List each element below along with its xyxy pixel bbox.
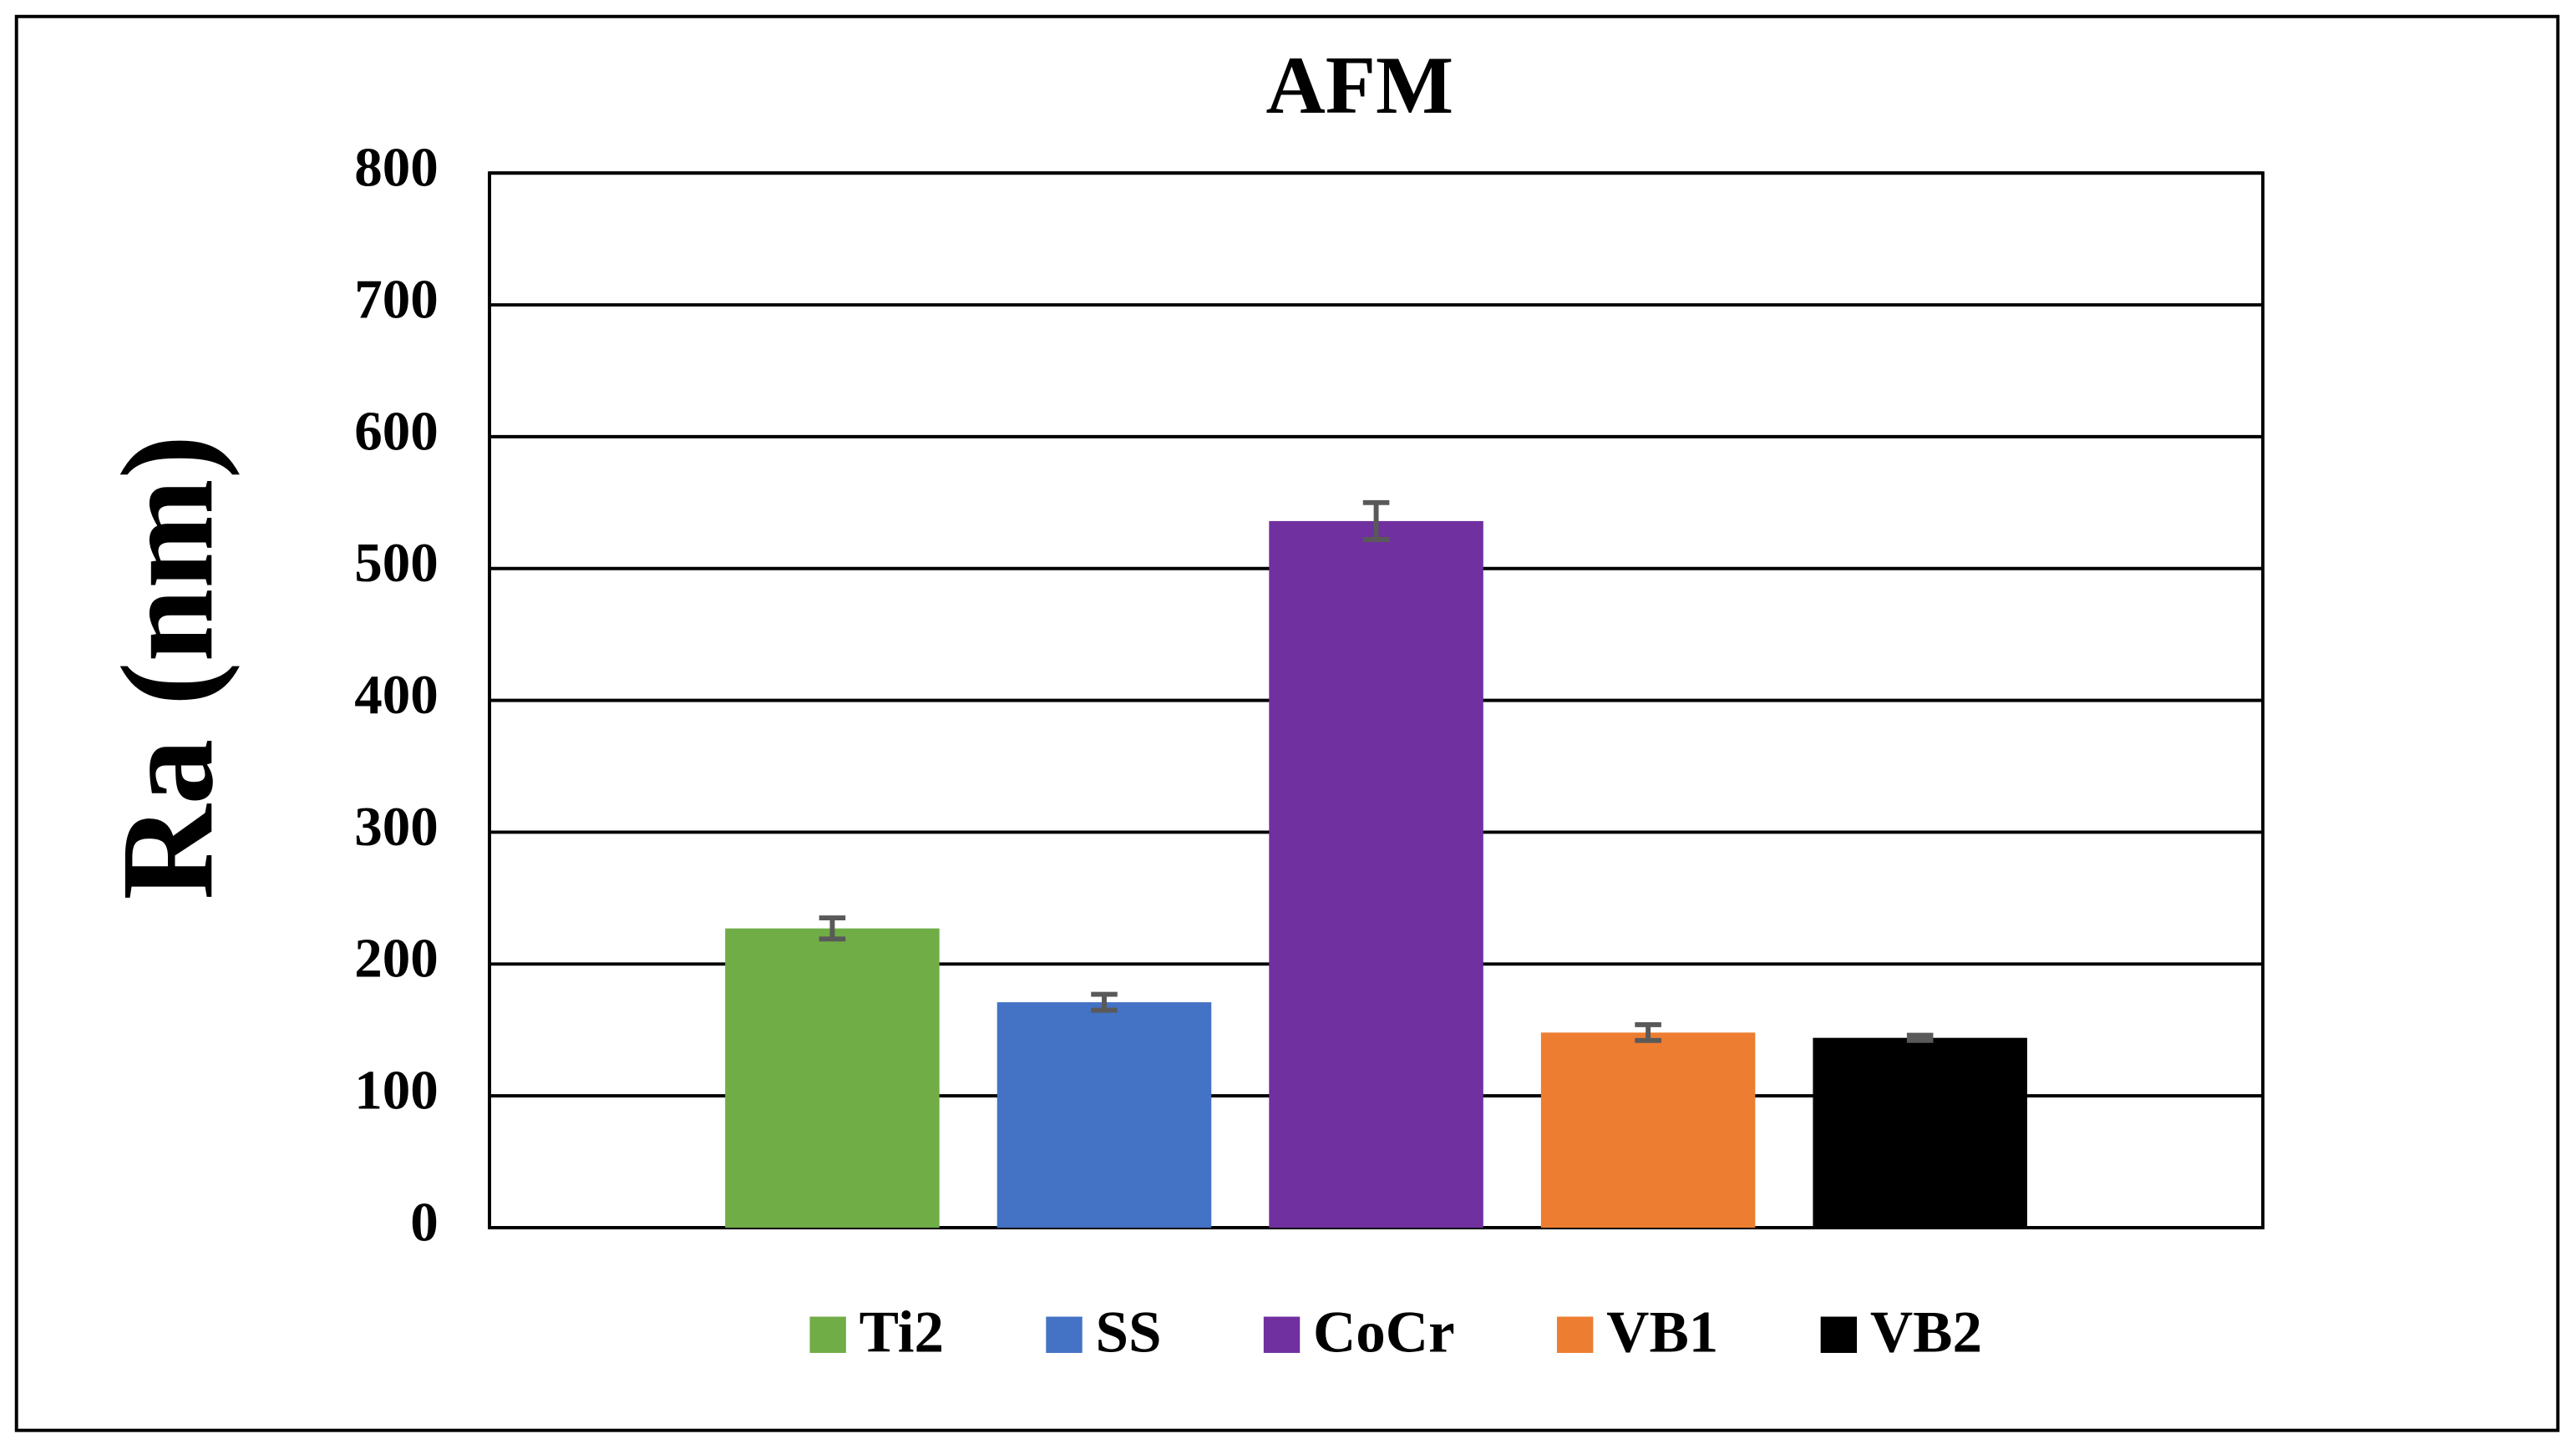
bar [725,928,940,1228]
legend-label: VB1 [1606,1300,1718,1365]
bar [996,1002,1212,1228]
y-tick-label: 400 [354,663,439,726]
y-tick-label: 800 [354,136,439,199]
y-tick-label: 600 [354,399,439,462]
y-tick-label: 200 [354,927,439,990]
legend-label: VB2 [1870,1300,1982,1365]
y-axis-label: Ra (nm) [94,435,241,900]
legend-label: SS [1095,1300,1161,1365]
legend-swatch [1820,1316,1858,1353]
legend-swatch [809,1316,846,1353]
legend-swatch [1046,1316,1083,1353]
chart-title: AFM [1266,40,1454,131]
legend-swatch [1556,1316,1594,1353]
y-tick-label: 100 [354,1059,439,1122]
bar [1813,1037,2027,1228]
y-tick-label: 0 [410,1190,439,1253]
legend-label: Ti2 [860,1300,944,1365]
legend-label: CoCr [1313,1300,1455,1365]
y-tick-label: 300 [354,795,439,858]
y-tick-label: 500 [354,531,439,594]
y-tick-label: 700 [354,267,439,330]
bar [1540,1032,1756,1228]
bar [1269,520,1483,1228]
legend-swatch [1263,1316,1301,1353]
